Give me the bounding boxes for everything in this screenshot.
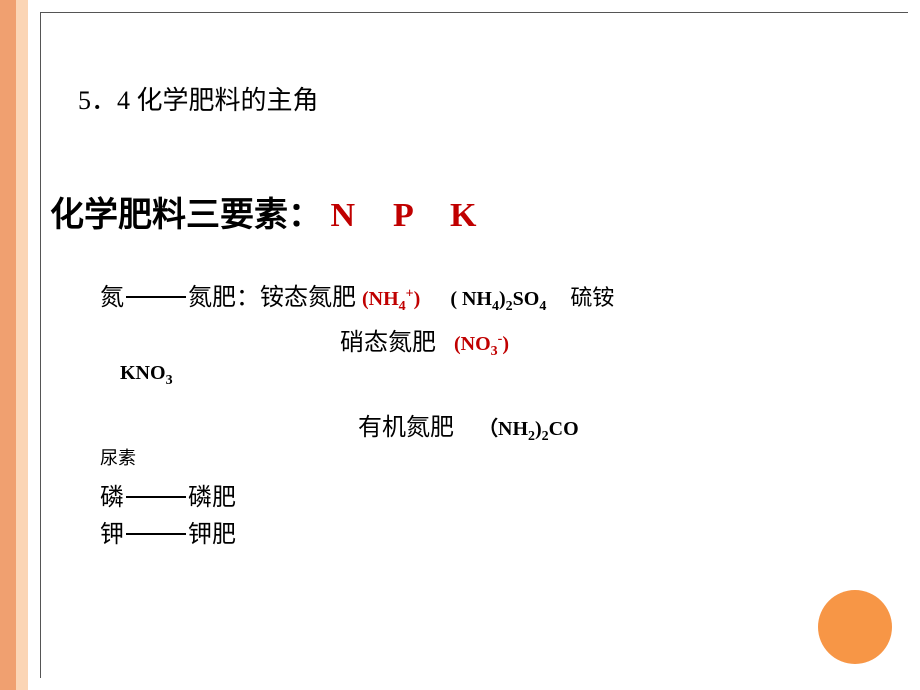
- dash-icon: [126, 296, 186, 298]
- heading: 化学肥料三要素： N P K: [50, 187, 478, 236]
- corner-circle-icon: [818, 590, 892, 664]
- urea-name-line: 尿素: [100, 444, 136, 470]
- potassium-right: 钾肥: [188, 522, 236, 548]
- section-title: 5．4 化学肥料的主角: [78, 80, 319, 117]
- ammonium-formula: (NH4+): [362, 288, 420, 310]
- urea-name: 尿素: [100, 448, 136, 468]
- nitrogen-left: 氮: [100, 285, 124, 311]
- nitrate-label: 硝态氮肥: [340, 330, 436, 356]
- kno3-line: KNO3: [120, 362, 173, 389]
- dash-icon: [126, 533, 186, 535]
- nitrogen-right: 氮肥：铵态氮肥: [188, 285, 356, 311]
- potassium-left: 钾: [100, 522, 124, 548]
- heading-prefix: 化学肥料三要素：: [50, 197, 322, 234]
- potassium-line: 钾 钾肥: [100, 514, 236, 549]
- ammonium-sulfate-name: 硫铵: [570, 285, 614, 310]
- phosphorus-left: 磷: [100, 485, 124, 511]
- slide-content: 5．4 化学肥料的主角 化学肥料三要素： N P K 氮 氮肥：铵态氮肥 (NH4…: [40, 12, 908, 678]
- left-stripe-outer: [0, 0, 16, 690]
- kno3-formula: KNO3: [120, 362, 173, 384]
- phosphorus-line: 磷 磷肥: [100, 477, 236, 512]
- nitrogen-line: 氮 氮肥：铵态氮肥 (NH4+) ( NH4)2SO4 硫铵: [100, 277, 614, 315]
- heading-elements: N P K: [331, 197, 479, 234]
- organic-label: 有机氮肥: [358, 415, 454, 441]
- dash-icon: [126, 496, 186, 498]
- urea-formula: （NH2)2CO: [478, 418, 579, 440]
- phosphorus-right: 磷肥: [188, 485, 236, 511]
- ammonium-sulfate-formula: ( NH4)2SO4: [450, 288, 546, 310]
- organic-line: 有机氮肥 （NH2)2CO: [358, 407, 579, 445]
- left-stripe-inner: [16, 0, 28, 690]
- nitrate-formula: (NO3-): [454, 333, 509, 355]
- nitrate-line: 硝态氮肥 (NO3-): [340, 322, 509, 360]
